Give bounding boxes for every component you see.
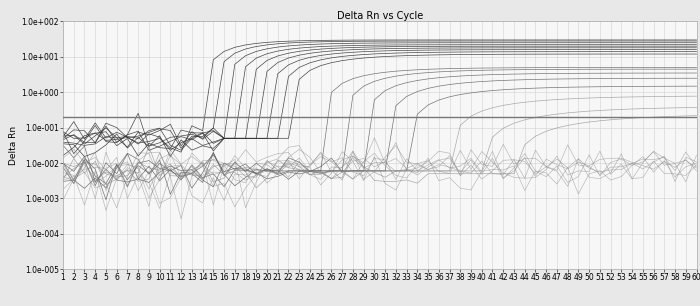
Y-axis label: Delta Rn: Delta Rn bbox=[9, 126, 18, 165]
Title: Delta Rn vs Cycle: Delta Rn vs Cycle bbox=[337, 11, 423, 21]
